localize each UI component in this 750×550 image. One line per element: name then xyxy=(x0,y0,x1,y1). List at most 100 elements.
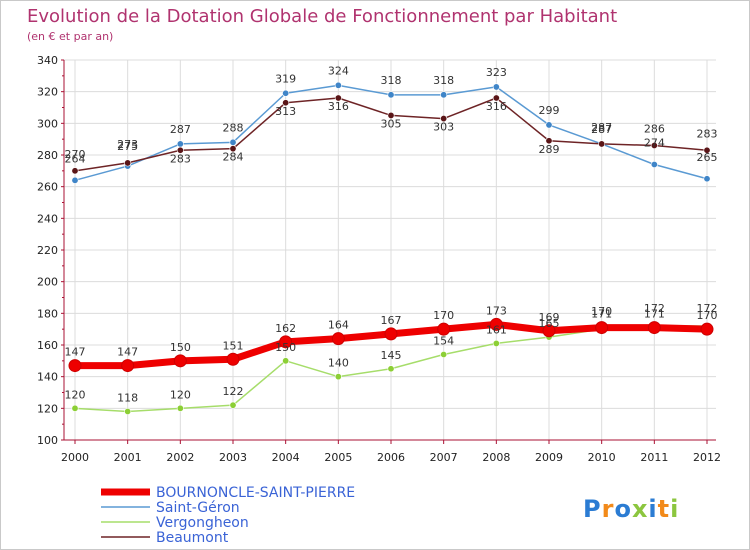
data-point xyxy=(124,407,132,415)
data-label: 150 xyxy=(275,341,296,354)
data-label: 170 xyxy=(433,309,454,322)
data-point xyxy=(492,339,500,347)
data-point xyxy=(282,89,290,97)
data-label: 172 xyxy=(644,302,665,315)
y-tick-label: 260 xyxy=(37,181,58,194)
data-point xyxy=(384,327,398,341)
data-label: 305 xyxy=(381,117,402,130)
data-label: 287 xyxy=(170,123,191,136)
x-tick-label: 2009 xyxy=(535,451,563,464)
data-label: 120 xyxy=(65,388,86,401)
series-layer xyxy=(68,81,714,415)
data-label: 169 xyxy=(539,311,560,324)
chart-title: Evolution de la Dotation Globale de Fonc… xyxy=(27,6,617,27)
data-point xyxy=(598,140,606,148)
data-point xyxy=(68,359,82,373)
data-label: 265 xyxy=(697,151,718,164)
data-label: 170 xyxy=(697,309,718,322)
data-point xyxy=(226,352,240,366)
data-point xyxy=(387,91,395,99)
data-label: 287 xyxy=(591,121,612,134)
y-tick-label: 340 xyxy=(37,54,58,67)
data-label: 270 xyxy=(65,148,86,161)
data-label: 316 xyxy=(486,100,507,113)
x-tick-label: 2010 xyxy=(588,451,616,464)
data-label: 122 xyxy=(223,385,244,398)
data-point xyxy=(647,321,661,335)
data-label: 283 xyxy=(697,127,718,140)
data-point xyxy=(492,94,500,102)
x-tick-label: 2011 xyxy=(640,451,668,464)
proxiti-wordmark: Proxiti xyxy=(583,495,679,523)
y-tick-label: 200 xyxy=(37,276,58,289)
data-point xyxy=(440,91,448,99)
data-label: 118 xyxy=(117,392,138,405)
data-label: 283 xyxy=(170,152,191,165)
data-label: 167 xyxy=(381,314,402,327)
data-label: 313 xyxy=(275,105,296,118)
data-point xyxy=(440,115,448,123)
x-tick-label: 2001 xyxy=(114,451,142,464)
data-label: 289 xyxy=(539,143,560,156)
data-point xyxy=(71,167,79,175)
data-point xyxy=(545,137,553,145)
data-point xyxy=(279,335,293,349)
data-point xyxy=(542,324,556,338)
data-point xyxy=(334,81,342,89)
chart-subtitle: (en € et par an) xyxy=(27,30,113,43)
y-tick-label: 120 xyxy=(37,402,58,415)
data-point xyxy=(124,159,132,167)
data-point xyxy=(176,146,184,154)
x-tick-label: 2004 xyxy=(272,451,300,464)
data-label: 323 xyxy=(486,66,507,79)
x-tick-label: 2002 xyxy=(166,451,194,464)
data-label: 120 xyxy=(170,388,191,401)
data-label: 171 xyxy=(644,308,665,321)
data-point xyxy=(229,138,237,146)
data-label: 274 xyxy=(644,137,665,150)
data-label: 284 xyxy=(223,151,244,164)
data-label: 171 xyxy=(591,308,612,321)
x-tick-label: 2006 xyxy=(377,451,405,464)
data-point xyxy=(176,404,184,412)
data-label: 172 xyxy=(697,302,718,315)
data-point xyxy=(437,322,451,336)
legend-label: BOURNONCLE-SAINT-PIERRE xyxy=(156,485,355,501)
data-label: 147 xyxy=(117,346,138,359)
data-label: 264 xyxy=(65,152,86,165)
legend: BOURNONCLE-SAINT-PIERRESaint-GéronVergon… xyxy=(101,485,355,546)
y-tick-label: 320 xyxy=(37,86,58,99)
data-label: 324 xyxy=(328,64,349,77)
data-point xyxy=(173,354,187,368)
x-tick-label: 2005 xyxy=(324,451,352,464)
data-label: 145 xyxy=(381,349,402,362)
x-tick-label: 2008 xyxy=(482,451,510,464)
data-point xyxy=(229,401,237,409)
data-label: 275 xyxy=(117,140,138,153)
y-tick-label: 280 xyxy=(37,149,58,162)
y-tick-label: 100 xyxy=(37,434,58,447)
data-point xyxy=(545,121,553,129)
y-tick-label: 160 xyxy=(37,339,58,352)
legend-label: Vergongheon xyxy=(156,515,249,531)
data-point xyxy=(282,99,290,107)
y-tick-label: 140 xyxy=(37,371,58,384)
data-point xyxy=(334,94,342,102)
data-point xyxy=(387,111,395,119)
data-point xyxy=(440,350,448,358)
x-tick-label: 2007 xyxy=(430,451,458,464)
data-label: 147 xyxy=(65,346,86,359)
data-point xyxy=(703,175,711,183)
data-point xyxy=(176,140,184,148)
proxiti-logo: Proxiti xyxy=(583,495,679,523)
data-label: 151 xyxy=(223,339,244,352)
data-point xyxy=(71,404,79,412)
data-label: 288 xyxy=(223,121,244,134)
data-label: 165 xyxy=(539,317,560,330)
y-tick-label: 180 xyxy=(37,307,58,320)
data-point xyxy=(489,317,503,331)
data-label: 150 xyxy=(170,341,191,354)
data-label: 162 xyxy=(275,322,296,335)
